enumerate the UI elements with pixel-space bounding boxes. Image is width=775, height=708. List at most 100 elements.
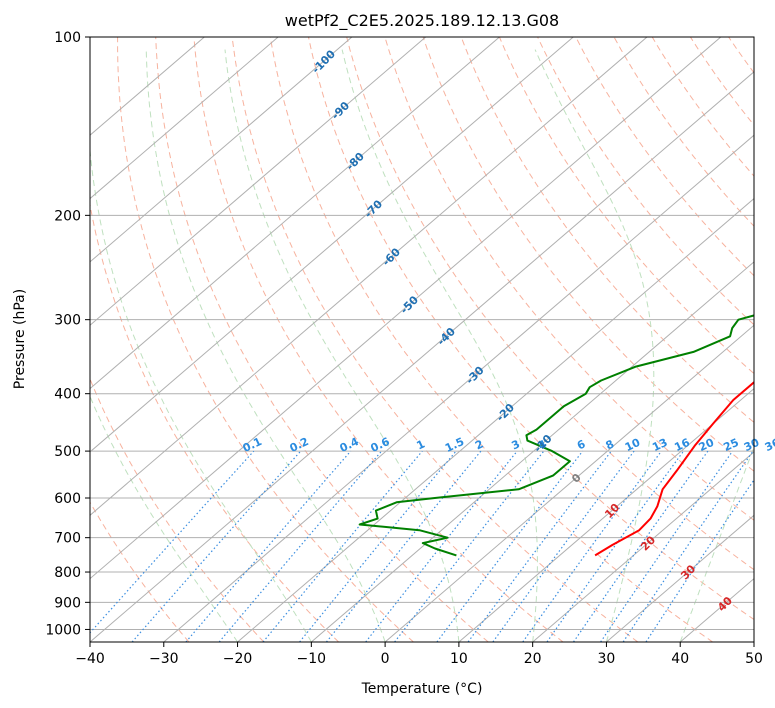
skewed-isotherm bbox=[90, 37, 574, 453]
temperature-profile-line bbox=[594, 380, 754, 557]
y-tick-label: 500 bbox=[54, 444, 81, 460]
x-tick-label: 30 bbox=[598, 651, 616, 667]
moist-adiabat-line bbox=[679, 445, 754, 642]
dry-adiabat-line bbox=[90, 377, 265, 642]
mixing-ratio-line bbox=[573, 450, 709, 642]
mixing-ratio-line bbox=[131, 450, 302, 642]
line-labels: 0.1 0.2 0.4 0.6 1 1.5 2 3 4 6 8 10 13 16 20 25 30 36-100-… bbox=[241, 47, 775, 614]
mixing-ratio-line bbox=[645, 478, 754, 642]
mixing-ratio-line bbox=[522, 450, 662, 642]
mixing-ratio-label: 10 bbox=[623, 436, 643, 454]
mixing-ratio-line bbox=[467, 450, 612, 642]
mixing-ratio-label: 16 bbox=[672, 436, 692, 454]
mixing-ratio-line bbox=[365, 450, 518, 642]
y-tick-label: 900 bbox=[54, 595, 81, 611]
moist-adiabat-line bbox=[534, 49, 655, 642]
axes: −40 −30 −20 −10 0 10 20 30 40 5010020030040050060… bbox=[45, 30, 763, 667]
skewed-isotherm bbox=[90, 37, 427, 326]
profile-series bbox=[358, 314, 754, 557]
skewed-isotherm bbox=[90, 37, 500, 390]
dry-adiabat-line bbox=[498, 37, 754, 375]
skewed-isotherm bbox=[90, 37, 353, 263]
mixing-ratio-label: 1 bbox=[415, 437, 427, 452]
y-tick-label: 300 bbox=[54, 313, 81, 329]
skewed-isotherm bbox=[90, 37, 205, 136]
mixing-ratio-label: 6 bbox=[575, 437, 588, 452]
x-axis-label: Temperature (°C) bbox=[361, 681, 483, 697]
mixing-ratio-lines bbox=[90, 450, 754, 642]
x-tick-label: 40 bbox=[671, 651, 689, 667]
skewed-isotherm bbox=[606, 514, 754, 642]
dewpoint-profile-line bbox=[358, 314, 754, 557]
y-tick-label: 100 bbox=[54, 30, 81, 46]
mixing-ratio-line bbox=[600, 450, 734, 642]
x-tick-label: 10 bbox=[450, 651, 468, 667]
dry-adiabat-line bbox=[537, 37, 754, 326]
dry-adiabat-line bbox=[728, 37, 754, 74]
skewed-isotherm bbox=[237, 197, 754, 642]
y-tick-label: 400 bbox=[54, 387, 81, 403]
mixing-ratio-line bbox=[218, 450, 383, 642]
dry-adiabat-line bbox=[155, 37, 489, 642]
x-tick-label: 0 bbox=[381, 651, 390, 667]
mixing-ratio-line bbox=[622, 450, 754, 642]
mixing-ratio-label: 2 bbox=[473, 437, 485, 452]
isotherm-label: -100 bbox=[309, 47, 338, 76]
y-tick-label: 800 bbox=[54, 565, 81, 581]
plot-background-lines bbox=[90, 37, 775, 642]
mixing-ratio-line bbox=[185, 450, 352, 642]
mixing-ratio-label: 25 bbox=[721, 436, 740, 454]
plot-frame bbox=[89, 36, 755, 643]
skewed-isotherm bbox=[532, 451, 754, 642]
moist-adiabat-line bbox=[90, 144, 312, 642]
mixing-ratio-line bbox=[546, 450, 685, 642]
mixing-ratio-line bbox=[262, 450, 423, 642]
x-tick-label: 20 bbox=[524, 651, 542, 667]
moist-adiabat-line bbox=[145, 49, 386, 642]
skewed-isotherm bbox=[163, 134, 754, 642]
dry-adiabat-line bbox=[193, 37, 564, 642]
dry-adiabat-line bbox=[90, 501, 190, 642]
dry-adiabat-line bbox=[460, 37, 754, 423]
y-axis-label: Pressure (hPa) bbox=[12, 289, 28, 389]
y-tick-label: 700 bbox=[54, 531, 81, 547]
mixing-ratio-line bbox=[299, 450, 457, 642]
mixing-ratio-line bbox=[325, 450, 482, 642]
dry-adiabat-line bbox=[308, 37, 754, 621]
mixing-ratio-label: 0.1 bbox=[241, 435, 264, 455]
y-tick-label: 200 bbox=[54, 208, 81, 224]
x-tick-label: −40 bbox=[75, 651, 105, 667]
y-tick-label: 600 bbox=[54, 491, 81, 507]
moist-adiabat-line bbox=[90, 395, 238, 642]
dry-adiabat-line bbox=[346, 37, 754, 571]
dry-adiabat-line bbox=[231, 37, 639, 642]
skewed-isotherm bbox=[90, 37, 648, 516]
mixing-ratio-label: 1.5 bbox=[443, 435, 466, 455]
dry-adiabat-line bbox=[651, 37, 754, 177]
skewed-isotherm bbox=[384, 324, 754, 642]
dry-adiabat-line bbox=[90, 202, 339, 642]
mixing-ratio-label: 36 bbox=[763, 436, 775, 454]
moist-adiabat-line bbox=[224, 49, 460, 642]
chart-title: wetPf2_C2E5.2025.189.12.13.G08 bbox=[285, 11, 559, 31]
mixing-ratio-label: 20 bbox=[697, 436, 717, 454]
mixing-ratio-label: 0.4 bbox=[338, 435, 361, 455]
mixing-ratio-label: 30 bbox=[742, 436, 762, 454]
mixing-ratio-line bbox=[90, 450, 255, 634]
dry-adiabat-line bbox=[689, 37, 754, 126]
mixing-ratio-label: 0.2 bbox=[288, 435, 311, 455]
skewed-isotherm bbox=[679, 577, 754, 642]
dry-adiabat-line bbox=[767, 37, 775, 642]
mixing-ratio-line bbox=[492, 450, 635, 642]
mixing-ratio-label: 0.6 bbox=[369, 435, 392, 455]
skewed-isotherm bbox=[90, 71, 754, 642]
y-tick-label: 1000 bbox=[45, 622, 81, 638]
skewed-isotherm bbox=[458, 387, 754, 642]
skewed-isotherm bbox=[90, 37, 722, 580]
x-tick-label: −20 bbox=[223, 651, 253, 667]
mixing-ratio-label: 13 bbox=[650, 436, 669, 454]
skewed-isotherm bbox=[753, 641, 754, 642]
dry-adiabat-line bbox=[384, 37, 754, 521]
x-tick-label: 50 bbox=[745, 651, 763, 667]
